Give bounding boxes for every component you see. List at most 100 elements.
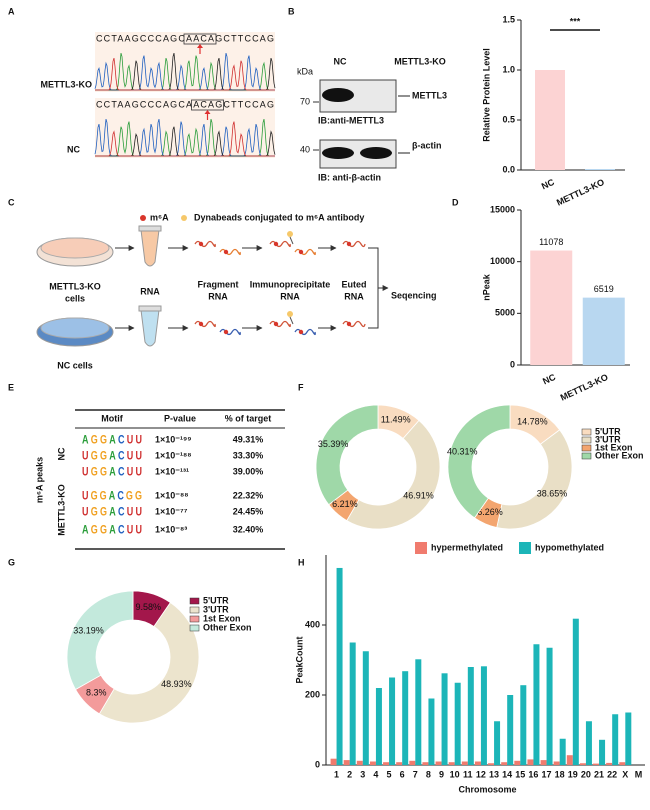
cell-label: METTL3-KO bbox=[49, 281, 101, 291]
y-axis-label: Relative Protein Level bbox=[481, 48, 491, 142]
bar bbox=[362, 651, 369, 765]
legend-label: 1st Exon bbox=[595, 442, 633, 452]
data-label: 48.93% bbox=[161, 679, 192, 689]
data-label: 14.78% bbox=[517, 417, 548, 427]
x-tick-label: 17 bbox=[542, 769, 552, 779]
bar bbox=[559, 738, 566, 765]
rna bbox=[269, 240, 291, 248]
x-tick-label: 3 bbox=[360, 769, 365, 779]
percent: 33.30% bbox=[233, 450, 264, 460]
m6a-dot bbox=[198, 321, 204, 327]
bar bbox=[441, 673, 448, 765]
y-tick-label: 400 bbox=[305, 619, 320, 629]
data-label: 38.65% bbox=[537, 488, 568, 498]
mw-marker: 40 bbox=[300, 144, 310, 154]
data-label: 46.91% bbox=[403, 491, 434, 501]
step-label: RNA bbox=[280, 291, 300, 301]
dish-top bbox=[40, 237, 110, 259]
arrow-head bbox=[197, 44, 203, 48]
legend-swatch bbox=[189, 624, 200, 632]
x-tick-label: 9 bbox=[439, 769, 444, 779]
lane-label: METTL3-KO bbox=[394, 56, 446, 66]
x-tick-label: 11 bbox=[463, 769, 473, 779]
subgroup-label: NC bbox=[56, 447, 66, 460]
percent: 32.40% bbox=[233, 524, 264, 534]
x-tick-label: 7 bbox=[413, 769, 418, 779]
bar bbox=[593, 763, 600, 765]
x-axis-label: Chromosome bbox=[458, 784, 516, 794]
antibody bbox=[289, 316, 294, 325]
trace bbox=[95, 121, 275, 157]
rna bbox=[219, 328, 241, 336]
legend-label: 3'UTR bbox=[203, 604, 229, 614]
rna bbox=[342, 320, 366, 328]
cell-label: NC cells bbox=[57, 360, 93, 370]
y-tick-label: 0.0 bbox=[502, 164, 515, 174]
bar bbox=[375, 688, 382, 765]
m6a-dot bbox=[346, 241, 352, 247]
m6a-dot bbox=[298, 329, 304, 335]
bar bbox=[330, 758, 337, 765]
band bbox=[322, 88, 354, 102]
bead bbox=[181, 215, 187, 221]
x-tick-label: 18 bbox=[555, 769, 565, 779]
donut-slice bbox=[315, 404, 379, 506]
legend-swatch bbox=[189, 597, 200, 605]
table-header: P-value bbox=[164, 413, 196, 423]
m6a-dot bbox=[198, 241, 204, 247]
x-tick-label: 13 bbox=[489, 769, 499, 779]
band-label: METTL3 bbox=[412, 90, 447, 100]
chromatogram-bg bbox=[95, 32, 275, 92]
bar bbox=[422, 762, 429, 765]
m6a-dot bbox=[223, 249, 229, 255]
data-label: 6519 bbox=[594, 284, 614, 294]
data-label: 6.26% bbox=[477, 507, 503, 517]
bar bbox=[389, 677, 396, 765]
y-tick-label: 15000 bbox=[490, 204, 515, 214]
y-tick-label: 200 bbox=[305, 689, 320, 699]
rna bbox=[219, 248, 241, 256]
rna bbox=[194, 240, 216, 248]
panel-letter: G bbox=[8, 557, 15, 567]
y-tick-label: 1.5 bbox=[502, 14, 515, 24]
subgroup-label: METTL3-KO bbox=[56, 484, 66, 536]
donut-slice bbox=[496, 429, 573, 530]
legend-label: Other Exon bbox=[203, 622, 252, 632]
antibody bbox=[289, 236, 294, 245]
legend-swatch bbox=[189, 615, 200, 623]
bar bbox=[533, 644, 540, 765]
x-tick-label: 21 bbox=[594, 769, 604, 779]
panel-letter: C bbox=[8, 197, 15, 207]
tube bbox=[140, 309, 160, 347]
legend-label: 5'UTR bbox=[203, 595, 229, 605]
kda-label: kDa bbox=[297, 66, 313, 76]
output-label: Seqencing bbox=[391, 290, 437, 300]
band-label: β-actin bbox=[412, 140, 442, 150]
ib-label: IB:anti-METTL3 bbox=[318, 115, 384, 125]
legend-swatch bbox=[415, 542, 427, 554]
cell-label: cells bbox=[65, 293, 85, 303]
panel-letter: B bbox=[288, 6, 295, 16]
bar bbox=[454, 682, 461, 765]
bar bbox=[480, 666, 487, 765]
bar bbox=[612, 714, 619, 765]
donut-slice bbox=[98, 602, 200, 724]
bar bbox=[585, 721, 592, 765]
y-axis-label: PeakCount bbox=[294, 636, 304, 683]
bar bbox=[619, 762, 626, 765]
bar bbox=[582, 297, 625, 365]
m6a-dot bbox=[140, 215, 146, 221]
p-value: 1×10⁻⁸³ bbox=[155, 524, 187, 534]
m6a-dot bbox=[273, 321, 279, 327]
bar bbox=[369, 761, 376, 765]
step-label: RNA bbox=[140, 286, 160, 296]
bar bbox=[599, 739, 606, 765]
table-header: Motif bbox=[101, 413, 123, 423]
donut-slice bbox=[447, 404, 511, 519]
